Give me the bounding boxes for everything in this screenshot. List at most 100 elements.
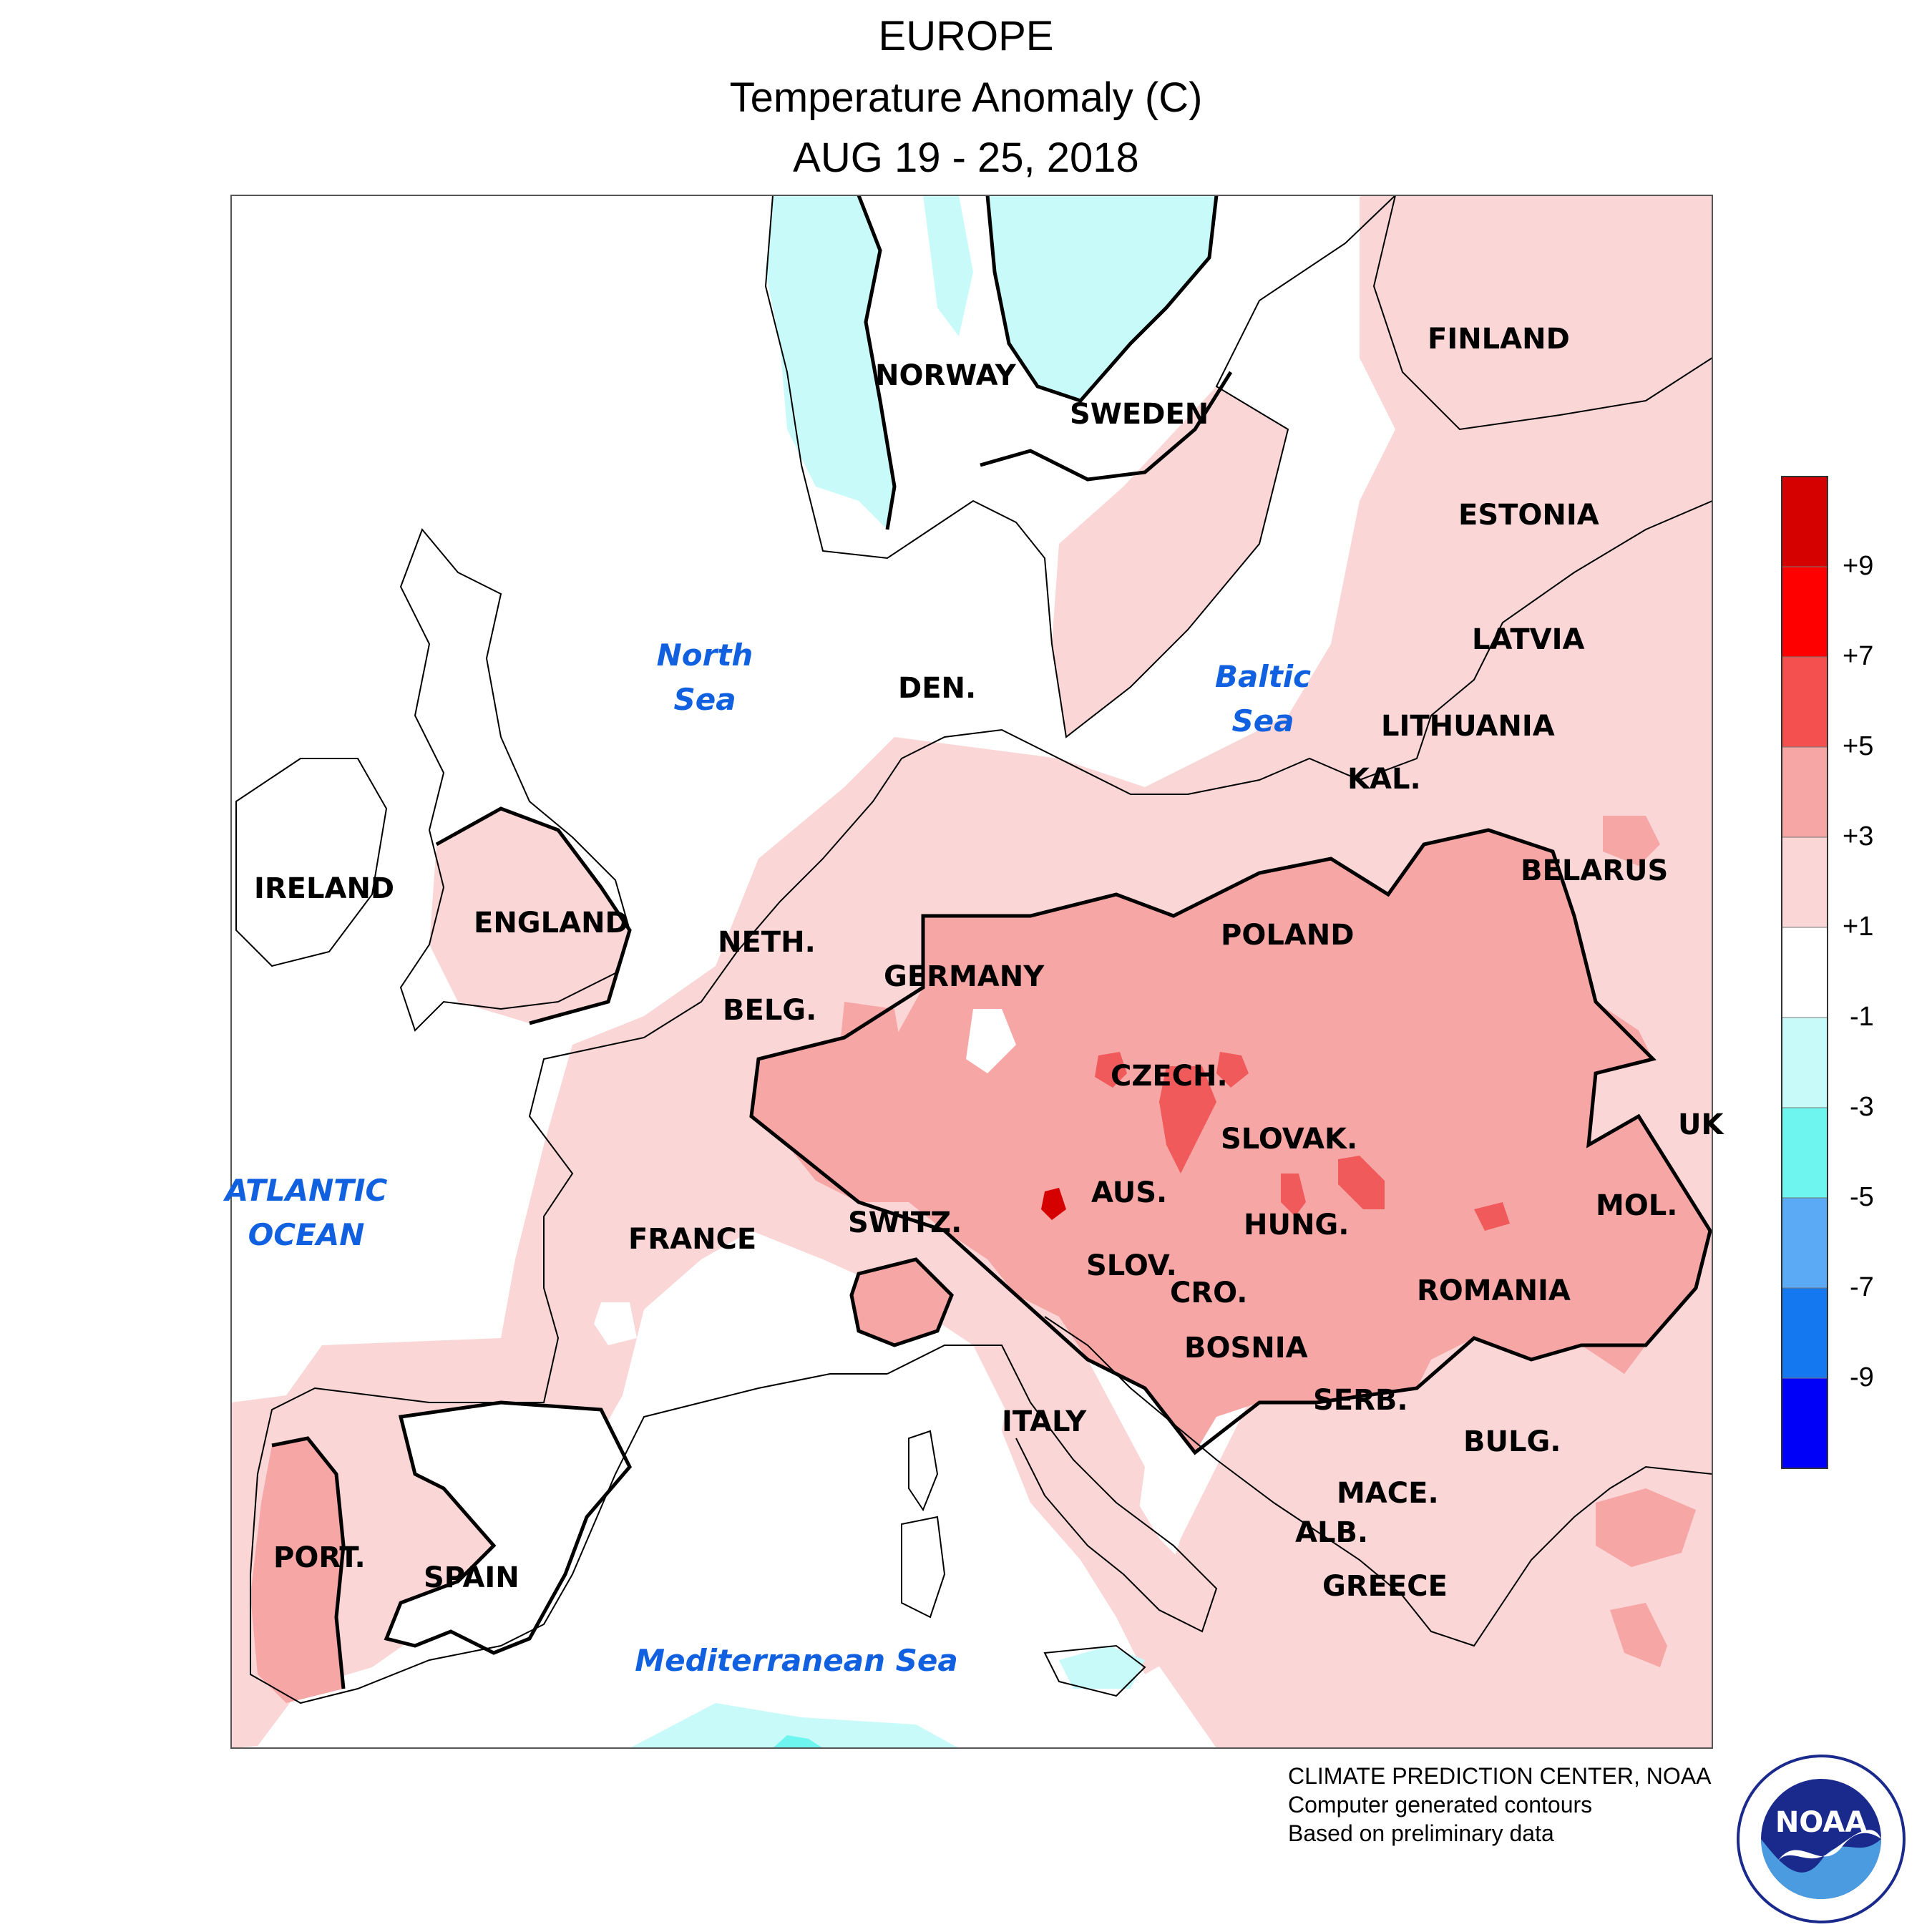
label-bosnia: BOSNIA [1184, 1332, 1308, 1365]
contour-sweden-north [985, 195, 1219, 403]
anomaly-area-plus1-uk [429, 809, 630, 1023]
label-sweden: SWEDEN [1070, 398, 1209, 431]
anomaly-area-plus5-czech [1159, 1066, 1216, 1174]
label-estonia: ESTONIA [1458, 499, 1599, 532]
legend-swatch [1781, 1197, 1828, 1289]
map-layers [231, 195, 1712, 1748]
label-serb: SERB. [1313, 1384, 1408, 1417]
credits-line-2: Computer generated contours [1288, 1792, 1593, 1818]
label-mace: MACE. [1337, 1477, 1439, 1510]
contour-uk [435, 806, 632, 1025]
coastline-sicily [1043, 1644, 1146, 1697]
anomaly-area-plus1-sweden [1052, 386, 1288, 737]
label-romania: ROMANIA [1417, 1274, 1571, 1307]
sea-labels: North Sea Baltic Sea ATLANTIC OCEAN Medi… [223, 638, 1311, 1678]
contour-sweden-south [980, 371, 1233, 482]
legend-swatch [1781, 1377, 1828, 1469]
anomaly-area-plus3-se-france [852, 1259, 952, 1345]
label-neth: NETH. [718, 926, 816, 959]
map-period: AUG 19 - 25, 2018 [793, 135, 1139, 181]
label-uk: UK [1678, 1108, 1724, 1141]
label-cro: CRO. [1170, 1277, 1247, 1309]
legend-swatch [1781, 746, 1828, 838]
label-latvia: LATVIA [1472, 623, 1584, 656]
map-subtitle: Temperature Anomaly (C) [729, 74, 1203, 121]
label-mediterranean: Mediterranean Sea [635, 1643, 957, 1678]
legend-swatch [1781, 476, 1828, 567]
noaa-logo-text: NOAA [1775, 1806, 1867, 1839]
anomaly-area-neutral-germany [966, 1009, 1016, 1073]
credits-line-1: CLIMATE PREDICTION CENTER, NOAA [1288, 1763, 1712, 1789]
anomaly-area-plus3-belarus-spot [1603, 816, 1660, 866]
anomaly-area-neutral-spain [386, 1402, 630, 1653]
label-italy: ITALY [1002, 1405, 1087, 1438]
label-aus: AUS. [1091, 1176, 1167, 1209]
label-spain: SPAIN [424, 1561, 519, 1594]
anomaly-area-minus1-sicily [1059, 1646, 1145, 1689]
label-kal: KAL. [1347, 763, 1421, 796]
label-slovak: SLOVAK. [1221, 1123, 1357, 1156]
coastline-uk [399, 528, 631, 1032]
label-atlantic-2: OCEAN [248, 1217, 365, 1252]
legend-tick-minus9: -9 [1850, 1362, 1874, 1392]
anomaly-area-plus5-hungary [1281, 1174, 1306, 1216]
credits-block: CLIMATE PREDICTION CENTER, NOAA Computer… [1288, 1762, 1711, 1848]
map-title: EUROPE [878, 13, 1054, 59]
contour-layer [271, 195, 1712, 1689]
anomaly-area-minus1-sweden-north [987, 195, 1216, 401]
legend-colorbar [1781, 476, 1828, 1469]
anomaly-area-plus3-west-germany [837, 1002, 902, 1152]
label-belg: BELG. [723, 994, 816, 1027]
legend-swatch [1781, 927, 1828, 1018]
anomaly-area-plus3-central [751, 830, 1710, 1453]
coastline-sardinia [901, 1516, 946, 1619]
contour-se-france [849, 1257, 954, 1347]
anomaly-area-plus5-czech-north [1095, 1052, 1127, 1088]
coastline-layer [235, 195, 1712, 1704]
credits-line-3: Based on preliminary data [1288, 1820, 1554, 1846]
label-bulg: BULG. [1463, 1425, 1561, 1458]
label-hung: HUNG. [1244, 1209, 1349, 1241]
legend-tick-plus3: +3 [1843, 821, 1874, 852]
coastline-scandinavia [764, 195, 1396, 738]
label-baltic-sea-2: Sea [1231, 703, 1294, 738]
legend-tick-plus9: +9 [1843, 551, 1874, 581]
noaa-logo: NOAA [1737, 1755, 1906, 1923]
label-den: DEN. [898, 672, 976, 705]
label-france: FRANCE [628, 1223, 756, 1256]
legend-frame [1781, 476, 1828, 1469]
label-north-sea-2: Sea [673, 682, 736, 717]
legend-tick-minus3: -3 [1850, 1092, 1874, 1122]
legend-swatch [1781, 656, 1828, 748]
coastline-ireland [235, 758, 388, 967]
label-north-sea-1: North [657, 638, 753, 673]
anomaly-area-plus5-slovakia [1338, 1156, 1385, 1209]
label-czech: CZECH. [1111, 1060, 1228, 1093]
label-ireland: IRELAND [254, 872, 394, 905]
map-frame [230, 195, 1713, 1749]
legend-swatch [1781, 566, 1828, 658]
legend-tick-plus7: +7 [1843, 641, 1874, 671]
label-atlantic-1: ATLANTIC [223, 1173, 388, 1208]
contour-spain-neutral [384, 1400, 632, 1655]
label-baltic-sea-1: Baltic [1215, 659, 1311, 694]
legend-swatch [1781, 1287, 1828, 1379]
coastline-continent [643, 500, 1712, 1038]
label-england: ENGLAND [474, 907, 629, 940]
label-lithuania: LITHUANIA [1381, 710, 1555, 743]
coastline-france-spain [250, 1037, 887, 1704]
contour-norway [857, 195, 897, 530]
anomaly-area-neutral-france [594, 1302, 637, 1345]
label-greece: GREECE [1322, 1570, 1448, 1603]
label-norway: NORWAY [875, 359, 1017, 392]
anomaly-area-minus1-north-africa [630, 1703, 959, 1748]
label-belarus: BELARUS [1521, 854, 1668, 887]
label-alb: ALB. [1295, 1516, 1368, 1549]
contour-central-plus3 [749, 828, 1712, 1455]
coastline-adriatic-balkans [1044, 1316, 1712, 1647]
legend-tick-plus1: +1 [1843, 912, 1874, 942]
legend-swatch [1781, 1017, 1828, 1108]
anomaly-area-minus1-norway-inner [923, 195, 973, 336]
legend-swatch [1781, 1107, 1828, 1199]
